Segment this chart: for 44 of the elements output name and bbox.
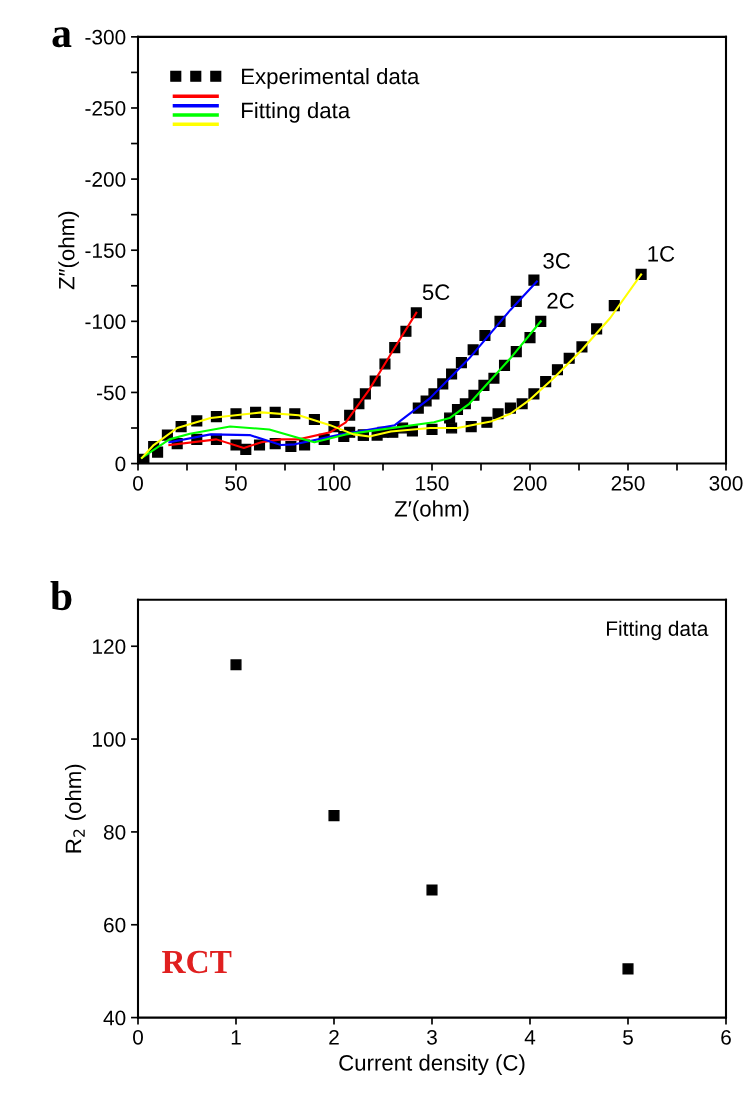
y-tick-label: 100 <box>93 732 126 747</box>
y-tick-label: 40 <box>103 1010 126 1026</box>
annotation: Fitting data <box>607 620 709 641</box>
x-tick-label: 0 <box>133 1029 143 1045</box>
series-label: 5C <box>422 284 450 301</box>
x-tick-label: 3 <box>427 1029 437 1045</box>
x-tick-label: 4 <box>524 1030 536 1045</box>
x-tick-label: 5 <box>623 1030 633 1045</box>
point <box>622 963 634 975</box>
y-tick-label: 80 <box>103 824 126 840</box>
annotation: RCT <box>162 950 232 974</box>
point <box>328 810 340 822</box>
chart-title: b <box>50 580 72 611</box>
series-label: 1C <box>648 245 675 262</box>
y-tick-label: -50 <box>97 385 126 401</box>
x-tick-label: 150 <box>416 475 449 491</box>
y-tick-label: 60 <box>104 917 126 933</box>
chart-title: a <box>52 27 72 48</box>
x-axis-title: Current density (C) <box>339 1054 525 1076</box>
x-tick-label: 2 <box>329 1029 339 1045</box>
y-tick-label: -300 <box>85 29 126 45</box>
legend-label: Experimental data <box>242 67 420 89</box>
point <box>230 659 242 671</box>
x-tick-label: 250 <box>611 475 645 491</box>
point <box>426 884 438 896</box>
y-axis-title: Z″(ohm) <box>58 211 79 290</box>
x-tick-label: 6 <box>721 1029 731 1045</box>
x-tick-label: 50 <box>225 475 247 491</box>
y-tick-label: 0 <box>115 456 126 472</box>
y-tick-label: -250 <box>85 100 126 116</box>
series-label: 3C <box>543 253 570 269</box>
x-tick-label: 1 <box>231 1030 241 1045</box>
series-label: 2C <box>547 292 574 309</box>
x-tick-label: 200 <box>513 475 547 491</box>
y-tick-label: -100 <box>85 314 126 330</box>
x-axis-title: Z′(ohm) <box>394 500 469 522</box>
y-tick-label: -150 <box>85 243 126 258</box>
y-axis-title: R$_{2}$ (ohm) <box>64 764 86 853</box>
y-tick-label: 120 <box>93 639 126 654</box>
y-tick-label: -200 <box>85 172 126 187</box>
x-tick-label: 300 <box>709 475 743 491</box>
x-tick-label: 0 <box>133 475 143 491</box>
x-tick-label: 100 <box>318 475 351 491</box>
annotation: Fitting data <box>242 102 351 123</box>
